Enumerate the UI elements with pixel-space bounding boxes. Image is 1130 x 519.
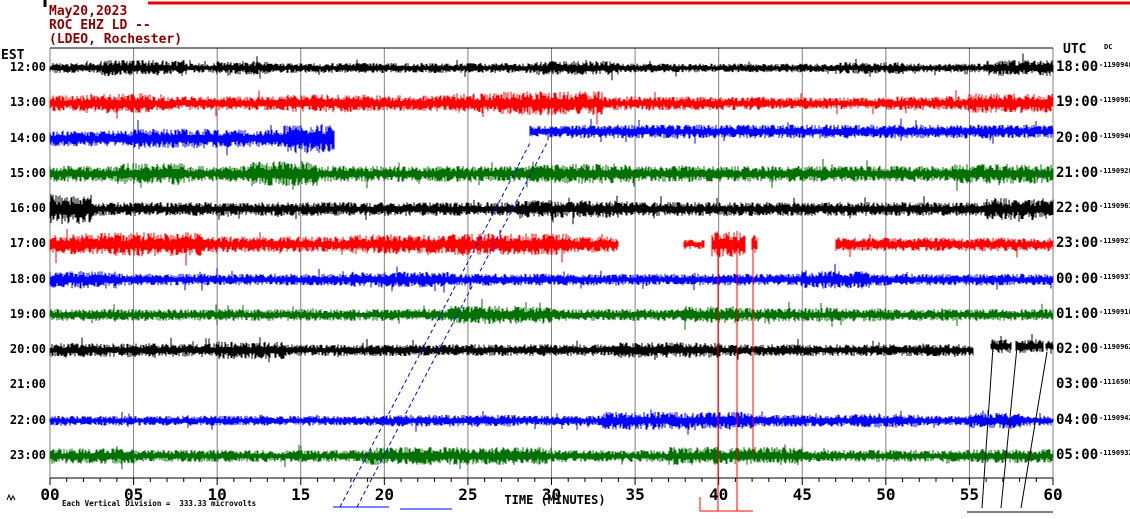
x-tick-label: 10	[207, 485, 227, 504]
est-time-label: 13:00	[9, 95, 46, 110]
dc-offset-value: -1190927	[1099, 237, 1130, 246]
x-tick-label: 05	[123, 485, 144, 504]
seismo-trace-2000	[49, 334, 1054, 363]
est-time-label: 20:00	[9, 342, 46, 357]
utc-time-label: 03:00	[1056, 376, 1099, 393]
dc-offset-value: -1190982	[1099, 96, 1130, 105]
utc-time-label: 19:00	[1056, 94, 1099, 111]
dc-offset-value: -1190942	[1099, 413, 1130, 422]
header-station: ROC EHZ LD --	[49, 18, 151, 33]
seismo-trace-1200	[49, 53, 1054, 81]
est-time-label: 22:00	[9, 412, 46, 427]
utc-time-label: 20:00	[1056, 129, 1099, 146]
seismo-trace-1400	[49, 118, 1054, 156]
dc-offset-value: -1116505	[1099, 378, 1130, 387]
seismo-trace-1300	[49, 90, 1054, 125]
utc-time-label: 00:00	[1056, 270, 1099, 287]
est-time-label: 23:00	[9, 447, 46, 462]
x-tick-label: 25	[458, 485, 478, 504]
dc-offset-value: -1190948	[1099, 61, 1130, 69]
dc-offset-value: -1190928	[1099, 166, 1130, 175]
utc-time-label: 05:00	[1056, 446, 1099, 463]
est-time-label: 19:00	[9, 306, 46, 321]
x-tick-label: 55	[959, 485, 980, 504]
header-date: May20,2023	[49, 4, 128, 19]
black-offscale-diagonal-2	[1000, 346, 1018, 509]
utc-time-label: 22:00	[1056, 200, 1099, 217]
x-tick-label: 40	[709, 485, 729, 504]
utc-time-label: 04:00	[1056, 411, 1099, 428]
x-axis-title: TIME (MINUTES)	[504, 493, 606, 507]
utc-time-label: 23:00	[1056, 235, 1099, 252]
scale-note-text: Each Vertical Division =	[62, 499, 171, 508]
x-tick-label: 15	[291, 485, 311, 504]
dc-offset-value: -1190937	[1099, 272, 1130, 281]
est-time-label: 12:00	[9, 60, 46, 74]
x-tick-label: 35	[625, 485, 645, 504]
scale-note-value: 333.33 microvolts	[179, 499, 257, 508]
header-location: (LDEO, Rochester)	[49, 32, 183, 47]
est-time-label: 14:00	[9, 130, 46, 145]
microvolts-glyph	[6, 493, 16, 502]
seismo-trace-1800	[49, 263, 1054, 293]
est-time-label: 17:00	[9, 236, 46, 251]
x-tick-label: 00	[40, 485, 60, 504]
black-offscale-diagonal-1	[981, 346, 994, 509]
est-time-label: 16:00	[9, 201, 46, 216]
scale-note: Each Vertical Division = 333.33 microvol…	[62, 499, 256, 508]
utc-time-label: 02:00	[1056, 341, 1099, 358]
dc-offset-value: -1190962	[1099, 343, 1130, 352]
dc-column-header: DC	[1104, 43, 1113, 51]
dc-offset-value: -1190918	[1099, 307, 1130, 316]
est-time-label: 18:00	[9, 271, 46, 286]
blue-offscale-diagonal-2	[356, 140, 549, 508]
utc-time-label: 01:00	[1056, 305, 1099, 322]
seismo-trace-1900	[49, 298, 1054, 330]
black-offscale-diagonal-3	[1020, 351, 1048, 509]
est-time-label: 15:00	[9, 165, 46, 180]
seismo-trace-1600	[49, 194, 1054, 225]
x-tick-label: 20	[374, 485, 394, 504]
utc-time-label: 21:00	[1056, 164, 1099, 181]
seismo-trace-1500	[49, 159, 1054, 191]
seismo-trace-2200	[49, 409, 1054, 435]
est-time-label: 21:00	[9, 377, 46, 392]
x-tick-label: 60	[1043, 485, 1063, 504]
seismo-trace-1700	[49, 229, 1054, 266]
x-tick-label: 45	[792, 485, 812, 504]
dc-offset-value: -1190946	[1099, 131, 1130, 140]
utc-time-label: 18:00	[1056, 59, 1099, 75]
blue-offscale-diagonal-1	[339, 140, 532, 508]
dc-offset-value: -1190961	[1099, 202, 1130, 211]
x-tick-label: 30	[541, 485, 562, 504]
x-tick-label: 50	[876, 485, 896, 504]
dc-offset-value: -1190932	[1099, 448, 1130, 457]
est-column-header: EST	[1, 48, 25, 63]
utc-column-header: UTC	[1063, 42, 1087, 57]
